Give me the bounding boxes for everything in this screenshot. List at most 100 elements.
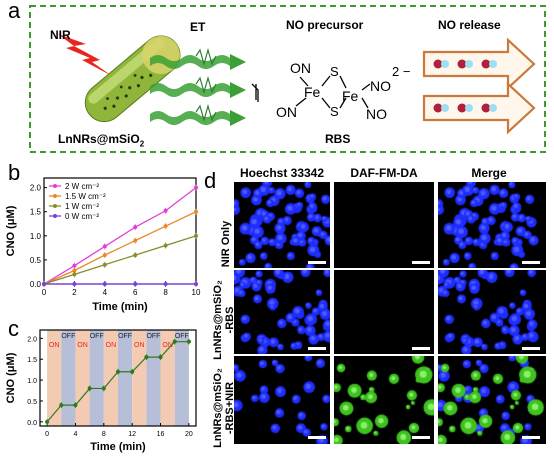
off-interval — [89, 330, 104, 426]
y-tick-label: 1.5 — [30, 208, 42, 217]
x-tick-label: 8 — [163, 288, 168, 297]
atom-no2: NO — [366, 106, 387, 122]
on-label: ON — [134, 342, 145, 349]
x-tick-label: 0 — [42, 288, 47, 297]
x-axis-label: Time (min) — [92, 301, 148, 313]
off-interval — [61, 330, 76, 426]
row-label-2: LnNRs@mSiO₂ -RBS — [212, 280, 236, 360]
x-tick-label: 2 — [72, 288, 77, 297]
x-tick-label: 6 — [133, 288, 138, 297]
y-tick-label: 0.5 — [27, 399, 37, 406]
column-header-daf: DAF-FM-DA — [350, 166, 418, 180]
legend-label: 1 W cm⁻² — [65, 202, 99, 211]
panel-a-letter: a — [8, 0, 21, 23]
x-tick-label: 12 — [128, 431, 136, 438]
column-header-hoechst: Hoechst 33342 — [239, 166, 325, 180]
scale-bar — [522, 347, 540, 350]
y-tick-label: 2.0 — [30, 184, 42, 193]
data-point — [172, 339, 177, 344]
off-label: OFF — [175, 333, 189, 340]
atom-fe1: Fe — [304, 84, 321, 100]
data-point — [163, 208, 168, 213]
on-interval — [103, 330, 118, 426]
off-label: OFF — [146, 333, 160, 340]
series-line — [43, 235, 197, 285]
legend-label: 2 W cm⁻² — [65, 182, 99, 191]
molecule-name: RBS — [325, 132, 351, 146]
legend-label: 0 W cm⁻² — [65, 212, 99, 221]
data-point — [102, 253, 107, 258]
data-point — [102, 244, 107, 249]
data-point — [194, 282, 198, 286]
legend-marker — [53, 194, 57, 198]
scale-bar — [308, 347, 326, 350]
data-point — [144, 355, 149, 360]
panel-b-letter: b — [8, 160, 21, 185]
data-point — [59, 403, 64, 408]
scale-bar — [412, 347, 430, 350]
micrograph-merge-rbs — [438, 270, 546, 354]
x-axis-label: Time (min) — [90, 441, 146, 453]
et-label: ET — [190, 20, 206, 34]
data-point — [186, 339, 191, 344]
data-point — [133, 225, 138, 230]
micrograph-merge-rbs-nir — [438, 356, 546, 444]
series-line — [43, 187, 197, 285]
y-tick-label: 0.0 — [30, 280, 42, 289]
legend-label: 1.5 W cm⁻² — [65, 192, 106, 201]
row-label-3: LnNRs@mSiO₂ -RBS+NIR — [212, 368, 236, 448]
x-tick-label: 4 — [74, 431, 78, 438]
legend-marker — [53, 214, 57, 218]
plot-frame — [39, 329, 197, 427]
on-label: ON — [49, 342, 60, 349]
data-point — [87, 386, 92, 391]
off-interval — [174, 330, 189, 426]
on-interval — [75, 330, 90, 426]
x-tick-label: 16 — [157, 431, 165, 438]
y-axis-label: CNO (μM) — [5, 205, 17, 256]
data-point — [194, 185, 198, 190]
data-point — [194, 233, 198, 238]
y-tick-label: 2.0 — [27, 336, 37, 343]
legend-marker — [53, 204, 57, 208]
on-interval — [47, 330, 62, 426]
micrograph-merge-nir-only — [438, 182, 546, 268]
micrograph-hoechst-nir-only — [234, 182, 330, 268]
y-axis-label: CNO (μM) — [5, 352, 17, 403]
atom-s2: S — [330, 104, 339, 119]
scale-bar — [522, 261, 540, 264]
x-tick-label: 20 — [185, 431, 193, 438]
nanorod-label: LnNRs@mSiO2 — [58, 132, 145, 149]
data-point — [133, 253, 138, 258]
data-point — [116, 369, 120, 374]
panel-c-letter: c — [8, 316, 19, 341]
data-point — [133, 238, 138, 243]
micrograph-daf-nir-only — [334, 182, 434, 268]
data-point — [130, 369, 135, 374]
atom-s1: S — [330, 64, 339, 79]
panel-b-chart: 0 2 4 6 8 10 0.0 0.5 1.0 1.5 2.0 Time (min) CNO (μM)… — [5, 177, 201, 313]
x-tick-label: 8 — [102, 431, 106, 438]
data-point — [133, 282, 138, 286]
data-point — [72, 282, 77, 286]
data-point — [73, 403, 78, 408]
nanorod-icon — [84, 35, 181, 123]
energy-transfer-waves — [150, 47, 246, 126]
micrograph-grid — [234, 182, 546, 444]
y-tick-label: 0.5 — [30, 256, 42, 265]
y-tick-label: 1.5 — [27, 357, 37, 364]
data-point — [163, 243, 168, 248]
data-point — [102, 262, 107, 267]
x-tick-label: 0 — [45, 431, 49, 438]
panel-a-illustration — [29, 5, 546, 153]
data-point — [158, 355, 163, 360]
data-point — [101, 386, 106, 391]
micrograph-hoechst-rbs-nir — [234, 356, 330, 444]
y-tick-label: 0.0 — [27, 420, 37, 427]
off-label: OFF — [90, 333, 104, 340]
precursor-title: NO precursor — [286, 18, 364, 32]
on-label: ON — [106, 342, 117, 349]
scale-bar — [308, 436, 326, 439]
on-label: ON — [77, 342, 88, 349]
